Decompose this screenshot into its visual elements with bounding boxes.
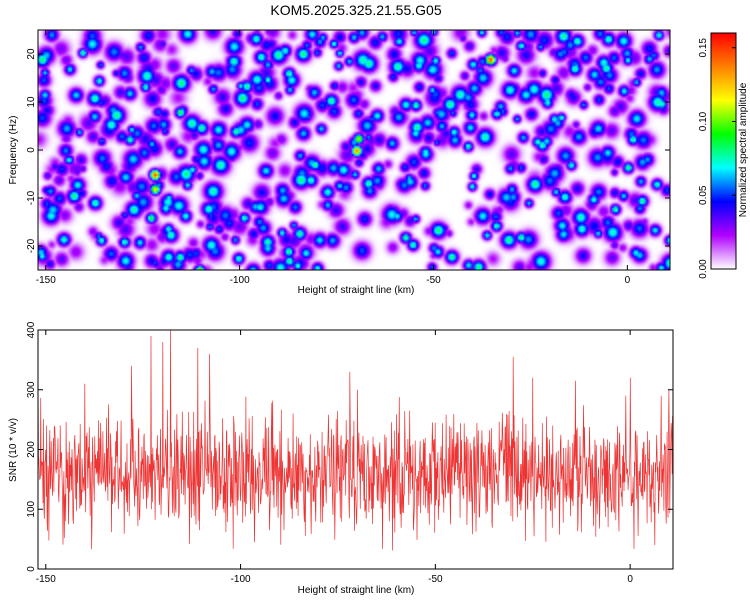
heatmap-y-axis-label: Frequency (Hz) [8, 116, 19, 185]
heatmap-x-tick-label: -100 [230, 275, 250, 286]
colorbar-gradient [711, 33, 736, 269]
heatmap-image [38, 30, 670, 270]
colorbar-tick-label: 0.15 [698, 38, 709, 58]
snr-x-tick-label: -50 [428, 574, 443, 585]
colorbar-tick-label: 0.05 [698, 185, 709, 205]
snr-y-tick-label: 400 [26, 321, 37, 338]
snr-x-tick-label: 0 [627, 574, 633, 585]
heatmap-y-tick-label: 20 [26, 48, 37, 60]
snr-y-axis-label: SNR (10 * v/v) [8, 418, 19, 482]
snr-panel: -150 -100 -50 0 0 100 200 300 400 Height of stra… [8, 321, 674, 596]
snr-x-tick-label: -100 [231, 574, 251, 585]
colorbar-frame [710, 32, 737, 270]
heatmap-x-tick-label: -150 [36, 275, 56, 286]
snr-y-tick-label: 0 [26, 566, 37, 572]
colorbar: 0.00 0.05 0.10 0.15 Normalized spectral amp… [698, 32, 749, 279]
colorbar-ticks: 0.00 0.05 0.10 0.15 [698, 38, 736, 279]
snr-axes: -150 -100 -50 0 0 100 200 300 400 [26, 321, 673, 585]
snr-x-tick-label: -150 [36, 574, 56, 585]
heatmap-y-tick-label: 0 [26, 147, 37, 153]
colorbar-tick-label: 0.00 [698, 259, 709, 279]
heatmap-y-tick-label: -20 [26, 238, 37, 253]
heatmap-x-tick-label: -50 [426, 275, 441, 286]
snr-x-axis-label: Height of straight line (km) [298, 585, 415, 596]
chart-title: KOM5.2025.325.21.55.G05 [270, 2, 441, 18]
snr-y-tick-label: 300 [26, 381, 37, 398]
colorbar-label: Normalized spectral amplitude [738, 82, 749, 217]
snr-series-line [37, 329, 674, 551]
heatmap-y-tick-label: 10 [26, 96, 37, 108]
heatmap-x-axis-label: Height of straight line (km) [298, 285, 415, 296]
snr-y-tick-label: 200 [26, 441, 37, 458]
snr-y-tick-label: 100 [26, 500, 37, 517]
heatmap-y-tick-label: -10 [26, 190, 37, 205]
colorbar-tick-label: 0.10 [698, 111, 709, 131]
heatmap-x-tick-label: 0 [625, 275, 631, 286]
